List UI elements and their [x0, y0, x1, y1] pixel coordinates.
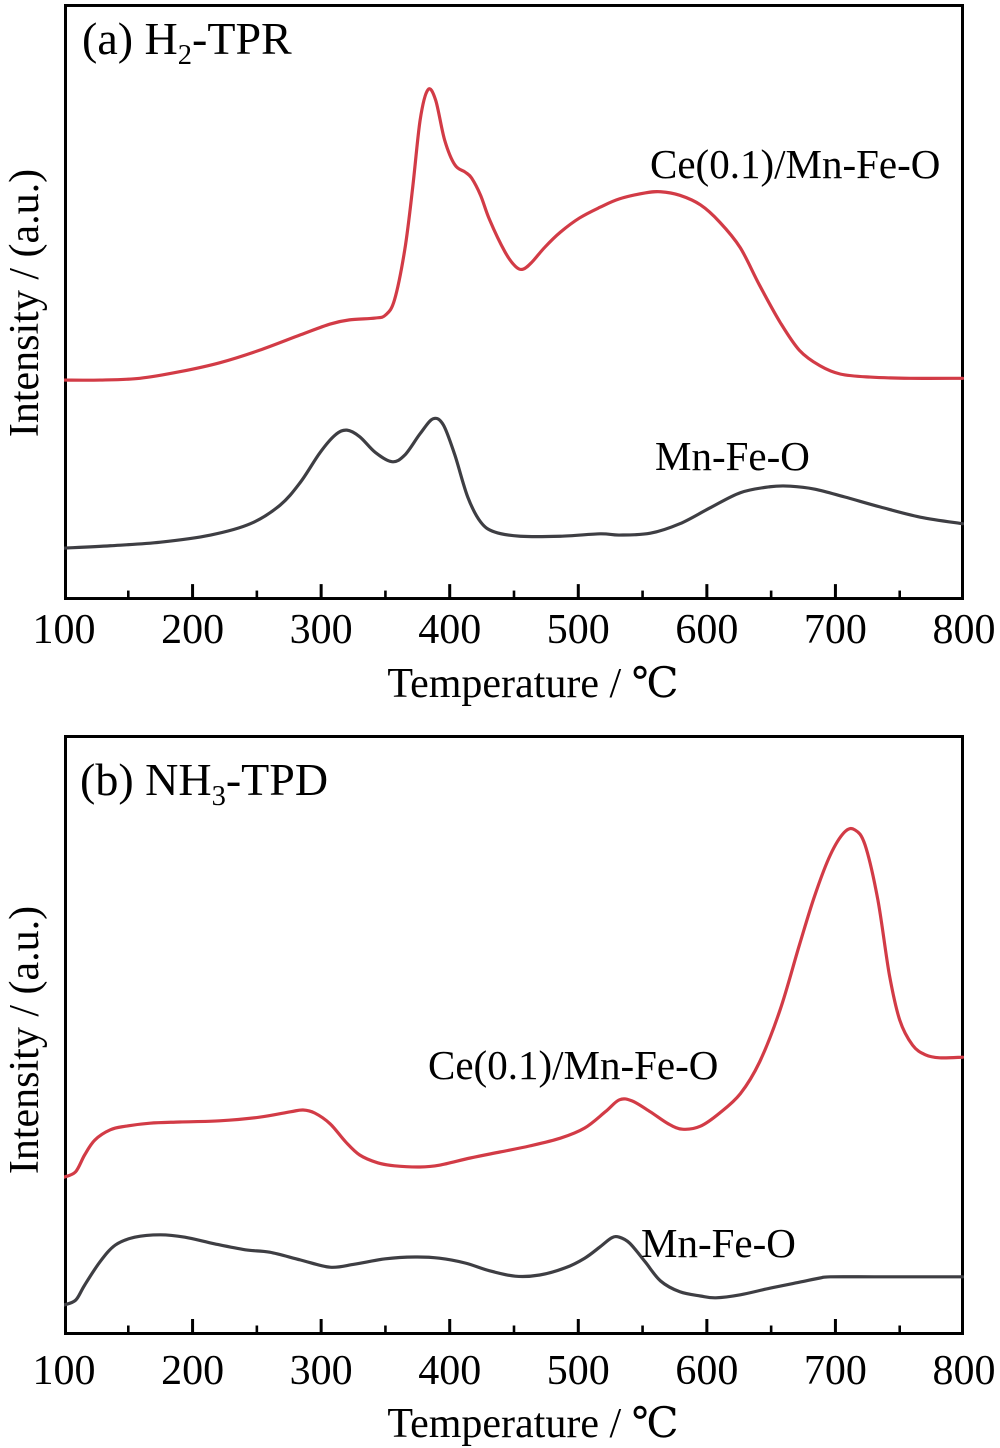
axes-frame	[64, 4, 964, 600]
panel-a-title-suffix: -TPR	[192, 13, 292, 64]
panel-b-title: (b) NH3-TPD	[80, 753, 329, 811]
x-tick-label: 100	[32, 607, 96, 653]
panel-a-title: (a) H2-TPR	[82, 12, 292, 70]
plot-area-b	[64, 735, 964, 1335]
x-tick-label: 500	[546, 1348, 610, 1394]
x-axis-label-a: Temperature / ℃	[387, 661, 679, 707]
panel-b-title-suffix: -TPD	[225, 754, 329, 805]
curve-label-mn-fe-o-a: Mn-Fe-O	[655, 433, 810, 479]
x-tick-label: 400	[418, 607, 482, 653]
x-tick-label: 300	[289, 1348, 353, 1394]
x-tick-label: 600	[675, 1348, 739, 1394]
curve-label-mn-fe-o-b: Mn-Fe-O	[641, 1220, 796, 1266]
x-tick-label: 100	[32, 1348, 96, 1394]
panel-a-title-subscript: 2	[177, 40, 193, 72]
axes-frame	[64, 735, 964, 1335]
x-tick-label: 800	[932, 607, 996, 653]
curve-mn-fe-o	[64, 416, 964, 550]
x-axis-label-b: Temperature / ℃	[387, 1401, 679, 1447]
x-tick-label: 600	[675, 607, 739, 653]
y-axis-label-a: Intensity / (a.u.)	[2, 168, 48, 438]
x-tick-labels-b: 100 200 300 400 500 600 700 800	[33, 1348, 996, 1398]
curve-mn-fe-o	[64, 1233, 964, 1307]
x-tick-labels-a: 100 200 300 400 500 600 700 800	[33, 607, 996, 657]
x-tick-label: 700	[803, 607, 867, 653]
x-tick-label: 400	[418, 1348, 482, 1394]
y-axis-label-b: Intensity / (a.u.)	[2, 905, 48, 1175]
x-tick-label: 200	[161, 1348, 225, 1394]
panel-b-title-subscript: 3	[211, 781, 226, 813]
panel-a-title-prefix: (a) H	[82, 13, 178, 64]
curve-label-ce-mn-fe-o-b: Ce(0.1)/Mn-Fe-O	[428, 1042, 719, 1088]
plot-area-a	[64, 4, 964, 600]
x-tick-label: 500	[546, 607, 610, 653]
curve-ce-mn-fe-o	[64, 87, 964, 382]
x-tick-label: 800	[932, 1348, 996, 1394]
curve-ce-mn-fe-o	[64, 826, 964, 1179]
x-tick-label: 200	[161, 607, 225, 653]
curve-label-ce-mn-fe-o-a: Ce(0.1)/Mn-Fe-O	[650, 141, 941, 187]
x-tick-label: 300	[289, 607, 353, 653]
x-tick-label: 700	[803, 1348, 867, 1394]
panel-b-title-prefix: (b) NH	[80, 754, 212, 805]
